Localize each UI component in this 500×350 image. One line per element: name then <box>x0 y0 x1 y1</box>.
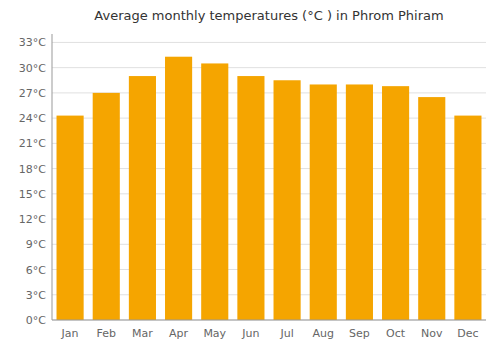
bar <box>165 57 192 320</box>
x-tick-label: Nov <box>421 327 443 340</box>
bar <box>346 84 373 320</box>
x-tick-label: Mar <box>132 327 153 340</box>
bar <box>129 76 156 320</box>
bar <box>418 97 445 320</box>
y-tick-label: 33°C <box>19 36 46 49</box>
y-tick-label: 9°C <box>26 238 46 251</box>
y-axis: 0°C 3°C 6°C 9°C 12°C 15°C 18°C 21°C 24°C 27°C 30°C… <box>19 36 486 327</box>
x-tick-label: May <box>203 327 226 340</box>
y-tick-label: 18°C <box>19 163 46 176</box>
y-tick-label: 3°C <box>26 289 46 302</box>
x-tick-label: Sep <box>349 327 370 340</box>
y-tick-label: 6°C <box>26 264 46 277</box>
y-axis-line <box>52 34 53 320</box>
x-tick-label: Jun <box>241 327 259 340</box>
bar <box>93 93 120 320</box>
bar <box>310 84 337 320</box>
grid-line <box>52 320 486 321</box>
bars <box>57 57 482 320</box>
bar <box>382 86 409 320</box>
bar <box>237 76 264 320</box>
y-tick-label: 24°C <box>19 112 46 125</box>
bar <box>57 116 84 320</box>
title: Average monthly temperatures (°C ) in Ph… <box>94 8 443 23</box>
chart: Average monthly temperatures (°C ) in Ph… <box>0 0 500 350</box>
x-axis: Jan Feb Mar Apr May Jun Jul Aug Sep Oct Nov Dec <box>61 327 479 340</box>
x-tick-label: Jul <box>279 327 293 340</box>
x-tick-label: Apr <box>169 327 189 340</box>
y-tick-label: 21°C <box>19 137 46 150</box>
bar <box>274 80 301 320</box>
x-axis-line <box>52 320 486 321</box>
y-tick-label: 12°C <box>19 213 46 226</box>
y-tick-label: 15°C <box>19 188 46 201</box>
grid-line <box>52 67 486 68</box>
x-tick-label: Oct <box>386 327 406 340</box>
x-tick-label: Dec <box>457 327 478 340</box>
x-tick-label: Feb <box>97 327 116 340</box>
y-tick-label: 0°C <box>26 314 46 327</box>
x-tick-label: Jan <box>61 327 79 340</box>
y-tick-label: 30°C <box>19 62 46 75</box>
y-tick-label: 27°C <box>19 87 46 100</box>
bar <box>454 116 481 320</box>
grid-line <box>52 42 486 43</box>
bar <box>201 63 228 320</box>
x-tick-label: Aug <box>313 327 334 340</box>
